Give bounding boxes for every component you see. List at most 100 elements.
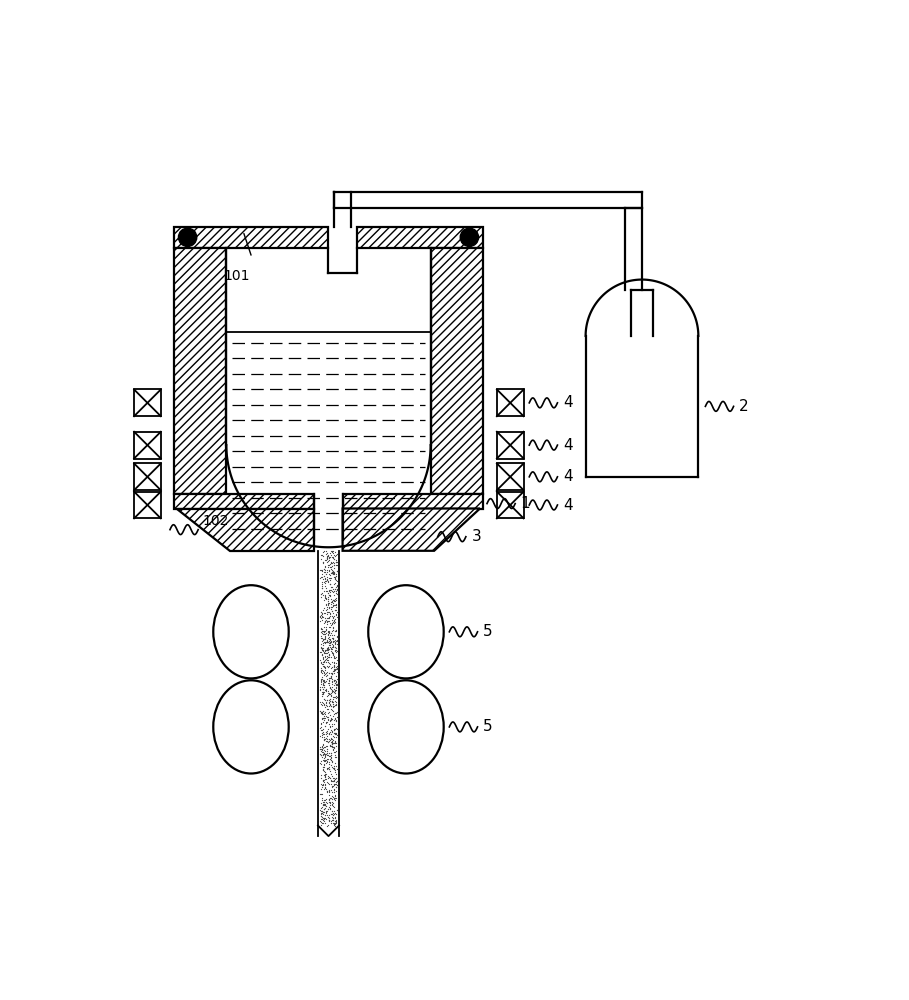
- Point: [315, 643, 330, 659]
- Point: [318, 776, 333, 792]
- Point: [325, 640, 339, 656]
- Point: [315, 710, 329, 726]
- Point: [324, 594, 338, 610]
- Point: [320, 738, 335, 754]
- Point: [317, 745, 332, 761]
- Point: [326, 721, 341, 737]
- Point: [325, 736, 340, 752]
- Point: [319, 714, 334, 730]
- Point: [326, 728, 341, 744]
- Point: [322, 761, 336, 777]
- Point: [315, 706, 329, 722]
- Point: [313, 694, 327, 710]
- Point: [318, 630, 333, 646]
- Point: [328, 682, 343, 698]
- Point: [318, 552, 333, 568]
- Point: [328, 758, 343, 774]
- Point: [324, 665, 338, 681]
- Point: [318, 697, 333, 713]
- Point: [329, 783, 344, 799]
- Point: [323, 570, 337, 586]
- Point: [320, 725, 335, 741]
- Point: [329, 815, 344, 831]
- Point: [325, 739, 340, 755]
- Point: [316, 564, 331, 580]
- Point: [315, 676, 330, 692]
- Point: [326, 659, 341, 675]
- Point: [327, 544, 342, 560]
- Point: [322, 566, 336, 582]
- Point: [325, 599, 339, 615]
- Point: [315, 744, 329, 760]
- Point: [327, 672, 342, 688]
- Point: [328, 677, 343, 693]
- Point: [314, 562, 328, 578]
- Point: [317, 764, 332, 780]
- Point: [326, 708, 341, 724]
- Point: [321, 751, 335, 767]
- Point: [325, 627, 339, 643]
- Point: [325, 612, 339, 628]
- Point: [321, 734, 335, 750]
- Point: [317, 800, 332, 816]
- Bar: [174, 248, 226, 494]
- Point: [317, 767, 332, 783]
- Point: [321, 640, 335, 656]
- Point: [327, 816, 342, 832]
- Point: [318, 562, 333, 578]
- Point: [320, 801, 335, 817]
- Point: [318, 659, 333, 675]
- Point: [321, 745, 335, 761]
- Point: [319, 804, 334, 820]
- Bar: [497, 389, 524, 416]
- Point: [316, 600, 331, 616]
- Point: [314, 674, 328, 690]
- Point: [322, 570, 336, 586]
- Point: [315, 776, 330, 792]
- Point: [318, 718, 333, 734]
- Point: [319, 566, 334, 582]
- Point: [325, 549, 340, 565]
- Point: [323, 576, 337, 592]
- Point: [328, 685, 343, 701]
- Point: [321, 644, 335, 660]
- Point: [315, 803, 329, 819]
- Point: [325, 683, 339, 699]
- Point: [324, 688, 338, 704]
- Point: [329, 579, 344, 595]
- Point: [315, 803, 330, 819]
- Point: [325, 735, 340, 751]
- Point: [314, 639, 328, 655]
- Point: [329, 623, 344, 639]
- Point: [316, 806, 331, 822]
- Point: [314, 786, 328, 802]
- Point: [320, 658, 335, 674]
- Point: [324, 565, 338, 581]
- Point: [325, 676, 339, 692]
- Point: [315, 797, 330, 813]
- Point: [322, 583, 336, 599]
- Point: [314, 613, 328, 629]
- Point: [323, 635, 337, 651]
- Point: [315, 608, 329, 624]
- Point: [315, 744, 330, 760]
- Point: [319, 625, 334, 641]
- Point: [321, 734, 335, 750]
- Point: [315, 566, 330, 582]
- Point: [330, 578, 345, 594]
- Point: [318, 570, 333, 586]
- Point: [329, 652, 344, 668]
- Point: [323, 763, 337, 779]
- Point: [328, 672, 343, 688]
- Point: [318, 649, 333, 665]
- Point: [320, 642, 335, 658]
- Point: [326, 677, 341, 693]
- Point: [325, 554, 339, 570]
- Point: [325, 745, 339, 761]
- Point: [330, 636, 345, 652]
- Point: [322, 791, 336, 807]
- Point: [316, 555, 331, 571]
- Point: [326, 806, 341, 822]
- Point: [317, 578, 332, 594]
- Point: [314, 770, 328, 786]
